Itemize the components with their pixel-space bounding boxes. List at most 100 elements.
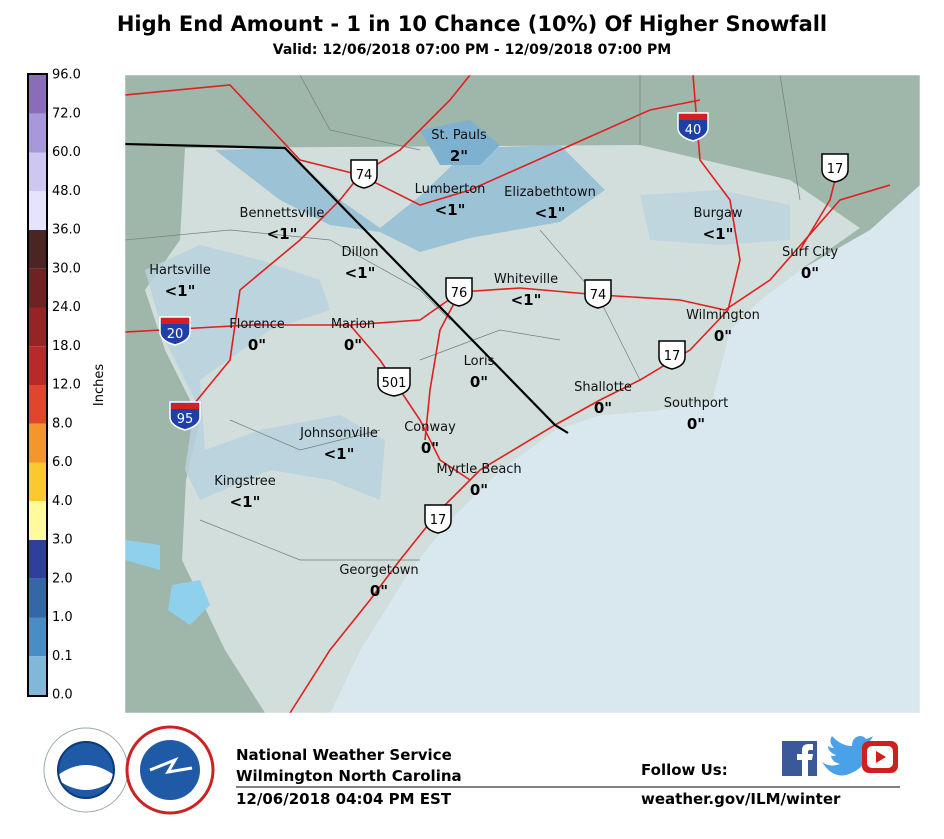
legend-level: 0.1 [52,649,73,664]
shield-shape [821,153,849,183]
city-name: Johnsonville [299,426,378,441]
legend-level: 48.0 [52,184,81,199]
city-name: Dillon [341,245,378,260]
office: National Weather Service [236,746,452,764]
snow-amount: 0" [344,336,362,354]
shield-number: 76 [451,286,468,301]
city-name: Conway [404,420,456,435]
legend-title: Inches [92,364,107,406]
nws-logo [125,725,215,815]
city-name: Wilmington [686,308,760,323]
legend-level: 36.0 [52,223,81,238]
snow-amount: <1" [511,291,542,309]
location: Wilmington North Carolina [236,767,462,785]
shield-number: 20 [167,327,184,342]
shield-top [171,403,199,409]
title: High End Amount - 1 in 10 Chance (10%) O… [117,12,827,36]
city-name: Myrtle Beach [436,462,521,477]
shield-shape [377,367,411,397]
us-shield: 74 [584,279,612,309]
snow-amount: <1" [230,493,261,511]
snow-amount: 0" [370,582,388,600]
snow-amount: 2" [450,147,468,165]
city-name: Lumberton [415,182,486,197]
snow-amount: 0" [594,399,612,417]
city-name: Hartsville [149,263,210,278]
legend-level: 60.0 [52,145,81,160]
legend-swatch [29,656,46,695]
city-name: Loris [464,354,495,369]
url[interactable]: weather.gov/ILM/winter [641,790,841,808]
shield-shape [658,340,686,370]
legend-swatch [29,307,46,347]
legend-swatch [29,462,46,502]
legend-swatch [29,423,46,463]
legend-swatch [29,191,46,230]
follow-label: Follow Us: [641,761,728,779]
legend-swatch [29,617,46,657]
city-name: Marion [331,317,375,332]
legend-swatch [29,385,46,424]
legend-swatch [29,75,46,114]
legend-swatch [29,578,46,618]
issued: 12/06/2018 04:04 PM EST [236,790,452,808]
interstate-shield: 95 [169,401,201,431]
legend-level: 24.0 [52,300,81,315]
city-name: Kingstree [214,474,276,489]
shield-top [161,318,189,324]
shield-number: 74 [356,168,373,183]
city-name: Georgetown [339,563,418,578]
legend-swatch [29,113,46,153]
city-name: Southport [664,396,728,411]
legend-level: 1.0 [52,610,73,625]
city-name: Bennettsville [240,206,325,221]
legend-level: 18.0 [52,339,81,354]
snow-amount: <1" [535,204,566,222]
us-shield: 17 [424,504,452,534]
shield-shape [584,279,612,309]
city-name: Elizabethtown [504,185,596,200]
legend-swatch [29,268,46,308]
legend-level: 72.0 [52,106,81,121]
facebook-icon[interactable] [782,741,817,776]
legend-swatch [29,540,46,579]
snow-amount: <1" [345,264,376,282]
legend-frame [27,73,48,697]
legend-level: 30.0 [52,261,81,276]
shield-number: 17 [430,513,447,528]
shield-number: 17 [664,349,681,364]
us-shield: 501 [377,367,411,397]
legend-level: 0.0 [52,688,73,703]
snow-amount: <1" [267,225,298,243]
legend-swatch [29,501,46,540]
shield-number: 17 [827,162,844,177]
legend-level: 3.0 [52,533,73,548]
city-name: Burgaw [693,206,742,221]
snow-amount: 0" [470,373,488,391]
legend-level: 12.0 [52,378,81,393]
us-shield: 76 [445,277,473,307]
snow-amount: 0" [421,439,439,457]
snow-amount: <1" [324,445,355,463]
city-name: Florence [229,317,285,332]
us-shield: 17 [821,153,849,183]
youtube-icon[interactable] [862,741,898,773]
twitter-icon[interactable] [822,736,874,776]
legend-level: 2.0 [52,571,73,586]
snow-amount: 0" [801,264,819,282]
legend-level: 6.0 [52,455,73,470]
shield-shape [424,504,452,534]
snow-amount: 0" [470,481,488,499]
legend-level: 8.0 [52,416,73,431]
shield-shape [445,277,473,307]
snow-amount: <1" [703,225,734,243]
city-name: St. Pauls [431,128,487,143]
shield-shape [350,159,378,189]
snow-amount: 0" [714,327,732,345]
subtitle: Valid: 12/06/2018 07:00 PM - 12/09/2018 … [273,42,672,58]
interstate-shield: 20 [159,316,191,346]
snow-amount: 0" [687,415,705,433]
noaa-logo [43,727,129,813]
shield-number: 95 [177,412,194,427]
